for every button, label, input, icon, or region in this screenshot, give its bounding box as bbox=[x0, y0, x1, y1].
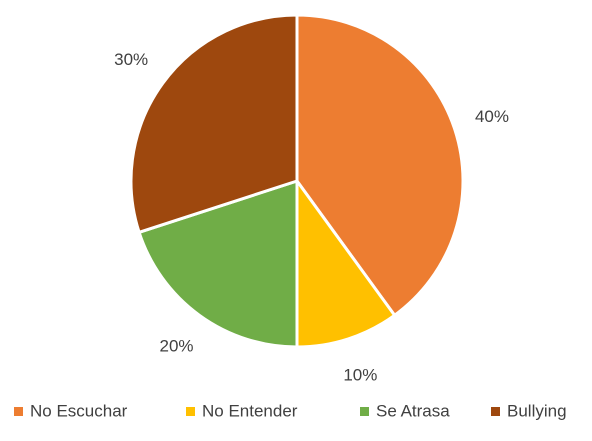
legend-item-no-escuchar: No Escuchar bbox=[14, 401, 128, 420]
data-label-se-atrasa: 20% bbox=[159, 336, 193, 355]
pie-slice-se-atrasa bbox=[137, 179, 299, 349]
legend-item-se-atrasa: Se Atrasa bbox=[360, 401, 450, 420]
legend-swatch-bullying bbox=[491, 407, 500, 416]
legend-swatch-no-entender bbox=[186, 407, 195, 416]
legend-label-bullying: Bullying bbox=[507, 401, 567, 420]
legend-item-no-entender: No Entender bbox=[186, 401, 298, 420]
pie-slice-bullying bbox=[129, 13, 299, 234]
pie-slice-no-entender bbox=[295, 179, 397, 349]
legend-swatch-se-atrasa bbox=[360, 407, 369, 416]
data-label-no-escuchar: 40% bbox=[475, 107, 509, 126]
pie-data-labels: 40% 10% 20% 30% bbox=[114, 50, 509, 384]
legend: No Escuchar No Entender Se Atrasa Bullying bbox=[14, 401, 567, 420]
pie-slices bbox=[129, 13, 465, 349]
legend-label-se-atrasa: Se Atrasa bbox=[376, 401, 450, 420]
legend-label-no-escuchar: No Escuchar bbox=[30, 401, 128, 420]
legend-label-no-entender: No Entender bbox=[202, 401, 298, 420]
pie-slice-no-escuchar bbox=[295, 13, 465, 317]
legend-swatch-no-escuchar bbox=[14, 407, 23, 416]
legend-item-bullying: Bullying bbox=[491, 401, 567, 420]
data-label-no-entender: 10% bbox=[343, 365, 377, 384]
data-label-bullying: 30% bbox=[114, 50, 148, 69]
